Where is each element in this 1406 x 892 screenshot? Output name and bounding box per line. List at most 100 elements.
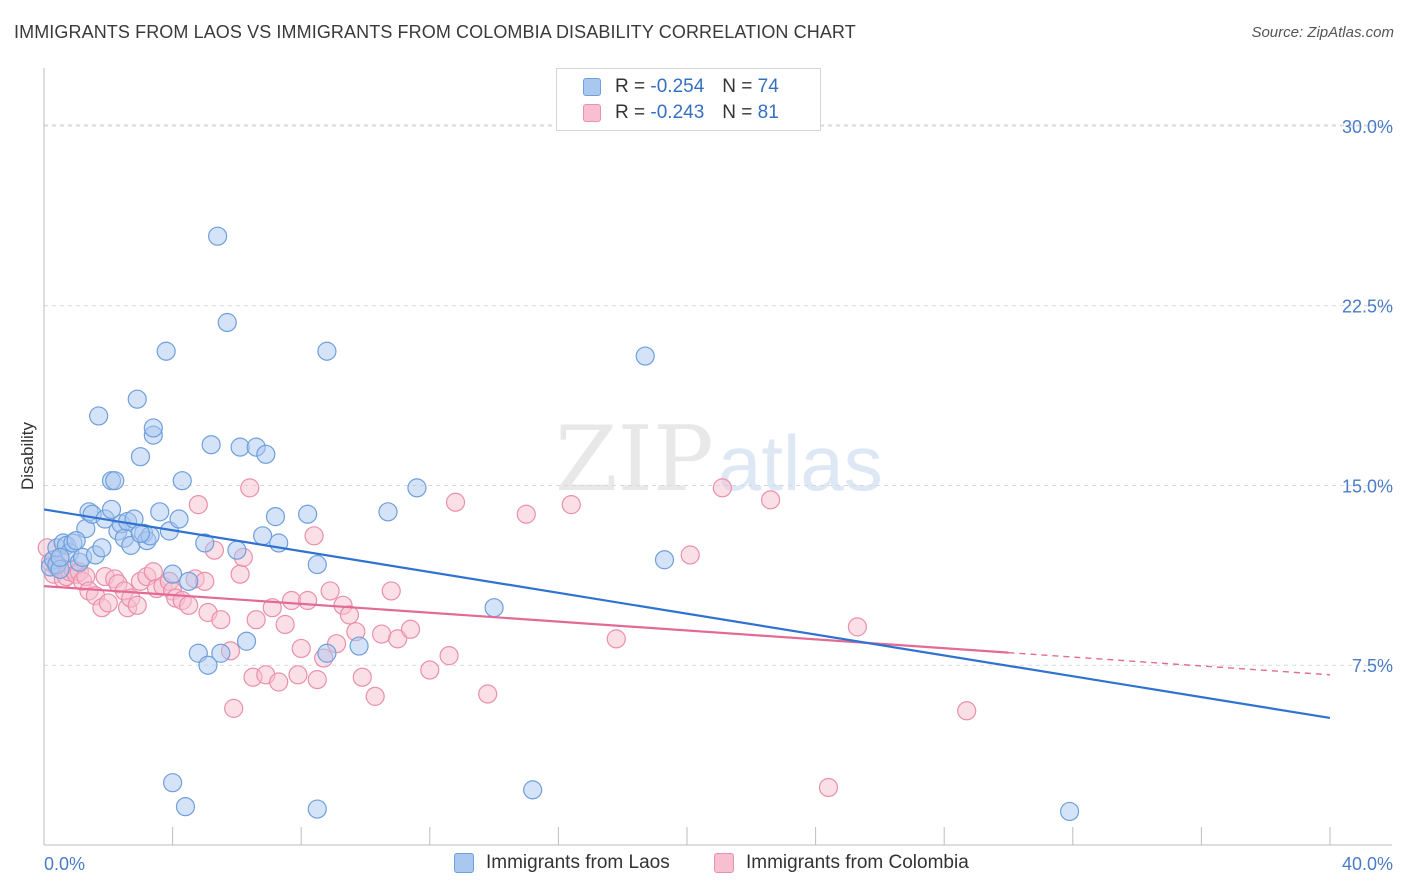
point-laos-54 (265, 507, 286, 527)
point-colombia-72 (478, 684, 498, 704)
point-colombia-79 (847, 617, 867, 637)
y-tick-label-1: 15.0% (1342, 476, 1393, 496)
legend-item-colombia[interactable]: Immigrants from Colombia (714, 852, 969, 874)
point-laos-28 (130, 447, 151, 467)
point-laos-60 (349, 636, 369, 656)
point-laos-39 (172, 471, 192, 491)
legend-swatch-colombia (583, 104, 601, 122)
point-colombia-63 (352, 667, 372, 687)
point-laos-42 (195, 533, 215, 553)
point-colombia-51 (281, 590, 302, 611)
point-laos-18 (101, 499, 122, 520)
point-colombia-33 (179, 595, 199, 615)
point-laos-63 (484, 598, 504, 618)
point-colombia-70 (439, 646, 459, 666)
legend-swatch-colombia-bottom (714, 853, 734, 873)
point-laos-16 (92, 538, 112, 558)
point-colombia-36 (195, 571, 215, 591)
point-laos-45 (208, 226, 228, 246)
legend-colombia-n-label: N = (722, 102, 753, 123)
trend-line-colombia (43, 585, 1009, 654)
watermark: ZIP atlas (555, 407, 883, 512)
point-colombia-17 (98, 593, 118, 613)
point-laos-47 (217, 312, 237, 333)
point-colombia-61 (339, 605, 360, 625)
point-colombia-56 (307, 670, 327, 690)
point-laos-46 (211, 643, 231, 663)
y-tick-label-2: 22.5% (1342, 297, 1393, 317)
point-laos-72 (66, 530, 86, 551)
point-laos-68 (307, 799, 327, 819)
trend-lines (43, 508, 1331, 720)
point-colombia-78 (760, 490, 781, 510)
point-colombia-53 (291, 638, 311, 659)
point-colombia-44 (240, 478, 260, 498)
point-colombia-58 (320, 581, 340, 601)
point-colombia-65 (371, 624, 392, 644)
point-laos-50 (236, 631, 257, 651)
point-laos-35 (156, 341, 176, 361)
chart-title: IMMIGRANTS FROM LAOS VS IMMIGRANTS FROM … (14, 22, 856, 42)
point-laos-48 (227, 540, 247, 560)
series-legend: Immigrants from Laos Immigrants from Col… (0, 852, 1406, 878)
legend-laos-r-value: -0.254 (650, 76, 705, 97)
series-laos-points (40, 226, 1080, 822)
trend-line-laos (43, 508, 1331, 720)
legend-swatch-laos-bottom (454, 853, 474, 873)
point-colombia-73 (516, 504, 536, 524)
legend-laos-n-value: 74 (757, 76, 779, 97)
point-laos-71 (50, 547, 70, 567)
legend-item-laos[interactable]: Immigrants from Laos (454, 852, 670, 874)
point-colombia-68 (400, 619, 421, 639)
axes (43, 68, 1392, 846)
grid-lines (44, 124, 1392, 666)
point-colombia-42 (230, 564, 250, 584)
point-colombia-67 (388, 629, 408, 649)
stats-legend: R = -0.254 N = 74 R = -0.243 N = 81 (556, 68, 821, 131)
point-colombia-39 (211, 610, 231, 630)
point-laos-33 (143, 418, 163, 438)
point-colombia-41 (224, 698, 244, 718)
legend-laos-r-label: R = (615, 76, 646, 97)
y-axis-label: Disability (18, 421, 37, 490)
point-laos-37 (163, 564, 183, 584)
point-laos-20 (105, 471, 125, 491)
point-laos-67 (175, 797, 196, 817)
tick-labels: 7.5% 15.0% 22.5% 30.0% 0.0% 40.0% (44, 117, 1393, 874)
point-laos-34 (150, 502, 170, 522)
point-colombia-50 (275, 614, 295, 635)
legend-laos-n-label: N = (722, 76, 753, 97)
point-colombia-55 (304, 526, 324, 546)
x-tick-label-0: 0.0% (44, 854, 85, 874)
point-colombia-64 (365, 686, 385, 706)
point-colombia-80 (818, 777, 839, 798)
point-laos-49 (230, 437, 250, 457)
point-colombia-77 (712, 478, 732, 498)
point-colombia-52 (288, 665, 308, 685)
point-laos-44 (201, 435, 221, 455)
point-colombia-46 (246, 610, 266, 630)
point-laos-57 (307, 554, 327, 575)
point-laos-65 (654, 550, 675, 570)
point-laos-40 (179, 571, 199, 591)
point-laos-53 (256, 444, 276, 464)
point-colombia-69 (420, 660, 440, 680)
watermark-zip: ZIP (555, 407, 714, 512)
legend-colombia-r-label: R = (615, 102, 646, 123)
source-label: Source: ZipAtlas.com (1251, 24, 1394, 41)
point-laos-70 (1059, 801, 1080, 822)
point-laos-15 (89, 406, 109, 426)
x-tick-label-1: 40.0% (1342, 854, 1393, 874)
point-laos-59 (317, 341, 337, 361)
point-laos-64 (635, 346, 655, 366)
legend-row-laos: R = -0.254 N = 74 (583, 75, 779, 99)
y-tick-label-0: 7.5% (1352, 656, 1393, 676)
point-colombia-23 (127, 595, 147, 615)
point-laos-56 (298, 504, 318, 524)
point-colombia-81 (957, 701, 977, 721)
point-laos-58 (317, 643, 337, 663)
point-laos-43 (198, 655, 218, 675)
point-colombia-49 (269, 672, 289, 692)
point-colombia-35 (188, 495, 208, 515)
